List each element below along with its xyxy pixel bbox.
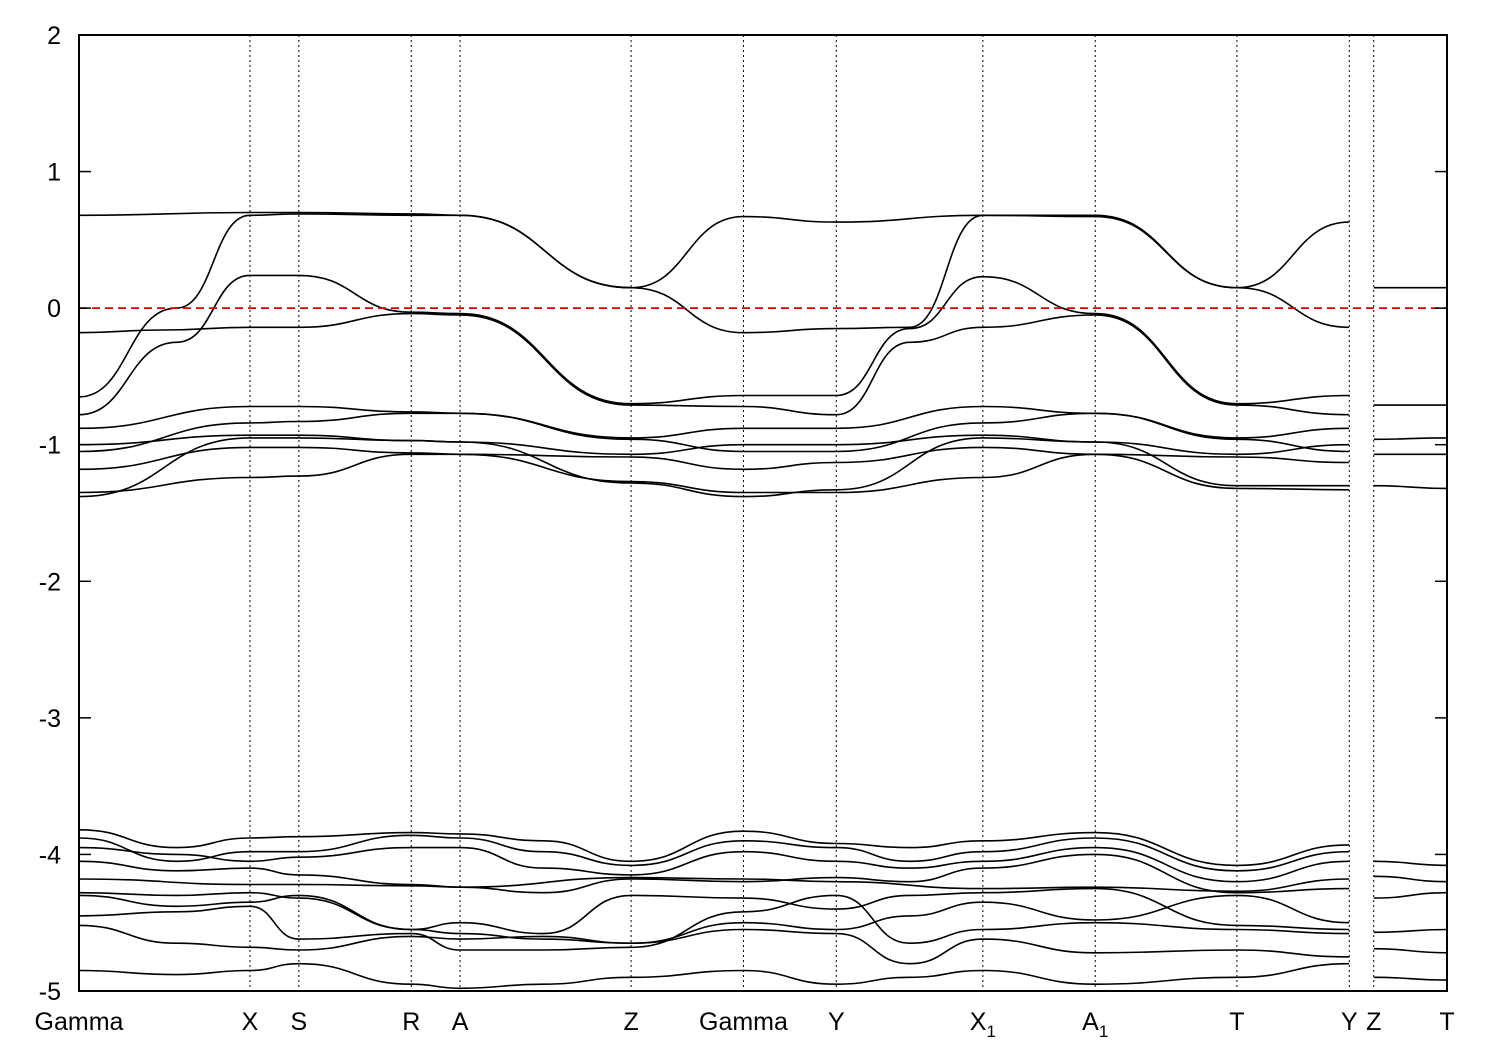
x-labels-layer: Gamma X S R A Z Gamma Y X1 A1 T Y Z T (35, 1008, 1455, 1041)
x-kpoint-label: T (1229, 1008, 1244, 1036)
band-line (79, 446, 1350, 471)
y-tick-label: -5 (39, 978, 61, 1006)
x-kpoint-subscript: 1 (1099, 1022, 1108, 1041)
band-segment (1373, 286, 1447, 981)
band-line (79, 846, 1350, 883)
band-line (79, 829, 1350, 867)
band-line (79, 213, 1350, 398)
band-line (1373, 437, 1447, 441)
y-tick-label: -1 (39, 432, 61, 460)
y-tick-label: -4 (39, 841, 61, 869)
band-line (79, 924, 1350, 965)
band-line (1373, 875, 1447, 883)
x-kpoint-label: Gamma (699, 1008, 788, 1036)
band-line (79, 894, 1350, 951)
y-tick-label: 0 (47, 295, 61, 323)
band-line (79, 834, 1350, 872)
y-tick-label: -3 (39, 705, 61, 733)
bands-layer (79, 35, 1447, 991)
x-kpoint-label: A (452, 1008, 469, 1036)
x-kpoint-label: Y (1341, 1008, 1358, 1036)
band-line (79, 437, 1350, 498)
x-kpoint-label: Z (623, 1008, 638, 1036)
band-line (79, 274, 1350, 416)
x-kpoint-label: S (291, 1008, 308, 1036)
band-line (1373, 484, 1447, 490)
x-kpoint-label: X (242, 1008, 259, 1036)
x-kpoint-subscript: 1 (986, 1022, 995, 1041)
band-line (1373, 891, 1447, 899)
band-line (1373, 860, 1447, 867)
band-line (79, 453, 1350, 494)
band-line (79, 887, 1350, 935)
band-line (79, 412, 1350, 453)
x-kpoint-label: Gamma (35, 1008, 124, 1036)
y-tick-label: 2 (47, 22, 61, 50)
y-tick-label: -2 (39, 568, 61, 596)
band-line (1373, 928, 1447, 934)
x-kpoint-label: T (1439, 1008, 1454, 1036)
band-line (1373, 976, 1447, 981)
x-kpoint-label: R (402, 1008, 420, 1036)
band-line (79, 962, 1350, 990)
x-kpoint-label: Z (1366, 1008, 1381, 1036)
band-line (79, 876, 1350, 893)
band-line (79, 853, 1350, 894)
y-tick-label: 1 (47, 159, 61, 187)
band-segment (79, 211, 1350, 990)
plot-frame (78, 34, 1448, 992)
high-symmetry-lines (249, 35, 1350, 991)
x-kpoint-label: Y (828, 1008, 845, 1036)
band-line (79, 434, 1350, 456)
band-line (1373, 947, 1447, 954)
band-line (79, 312, 1350, 416)
